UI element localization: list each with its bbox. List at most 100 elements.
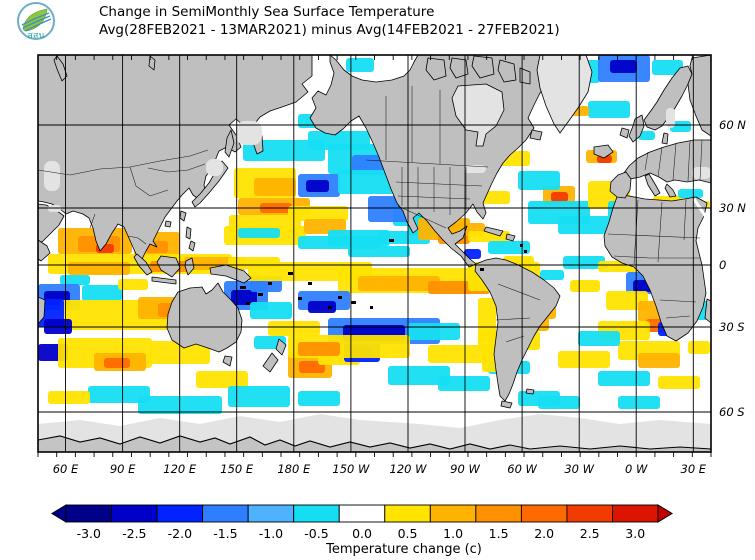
longitude-label: 90 E: [110, 462, 136, 476]
newfoundland: [529, 129, 543, 141]
anomaly-cell: [231, 290, 257, 305]
map-title: Change in SemiMonthly Sea Surface Temper…: [99, 4, 435, 20]
small-islands-layer: [240, 239, 527, 309]
arctic-island-4: [497, 59, 517, 83]
anomaly-cell: [104, 358, 130, 368]
arctic-island-2: [449, 57, 469, 79]
longitude-label: 150 E: [220, 462, 254, 476]
sea-of-okhotsk-ice: [236, 121, 262, 145]
borneo: [156, 255, 181, 278]
colorbar-caption: Temperature change (c): [325, 542, 482, 557]
anomaly-cell: [538, 396, 580, 409]
anomaly-cell: [551, 192, 568, 202]
sakhalin: [224, 129, 235, 158]
great-lakes: [464, 165, 486, 173]
colorbar-segment: [520, 504, 568, 523]
anomaly-cell: [60, 275, 90, 285]
anomaly-cell: [558, 351, 610, 368]
anomaly-cell: [428, 345, 490, 363]
graticule: [38, 55, 711, 452]
island-speck: [351, 301, 356, 304]
anomaly-cell: [88, 386, 150, 403]
logo-leaf-icon: [21, 8, 52, 32]
island-speck: [288, 272, 293, 275]
anomaly-cell: [688, 341, 710, 354]
anomaly-cell: [118, 279, 148, 290]
colorbar-labels: -3.0 -2.5 -2.0 -1.5 -1.0 -0.5 0.0 0.5 1.0 1.5 2.0 2…: [77, 526, 646, 541]
iceland: [593, 144, 614, 159]
madagascar-west: [38, 296, 46, 325]
colorbar-segment: [293, 504, 340, 523]
colorbar-value: -1.0: [259, 526, 283, 541]
colorbar-segment: [156, 504, 204, 523]
island-speck: [370, 306, 373, 309]
anomaly-cell: [488, 241, 530, 254]
colorbar-left-arrow: [51, 504, 67, 523]
anomaly-cell: [298, 391, 340, 406]
anomaly-cell: [588, 101, 630, 118]
colorbar-right-arrow: [657, 504, 673, 523]
sumatra: [133, 253, 153, 276]
latitude-label: 60 S: [719, 405, 745, 419]
anomaly-cell: [298, 342, 340, 356]
land-layer: [38, 55, 711, 452]
anomaly-cell: [563, 256, 605, 269]
anomaly-cell: [44, 319, 72, 334]
denmark: [661, 132, 669, 145]
anomaly-cell: [298, 236, 380, 249]
colorbar-value: 0.0: [352, 526, 372, 541]
anomaly-cell: [408, 323, 460, 340]
anomaly-cell: [570, 280, 600, 292]
island-speck: [520, 244, 523, 247]
scandinavia: [643, 65, 693, 131]
anomaly-cell: [638, 353, 680, 368]
island-speck: [328, 306, 332, 309]
island-speck: [258, 293, 263, 296]
anomaly-cell: [638, 131, 655, 140]
colorbar-value: 1.5: [489, 526, 509, 541]
colorbar-value: 0.5: [398, 526, 418, 541]
tierra-del-fuego: [500, 400, 513, 409]
madagascar-east: [704, 298, 711, 324]
novaya-zemlya: [53, 55, 68, 82]
anomaly-cell: [228, 386, 290, 407]
australia: [166, 282, 243, 353]
latitude-label: 30 S: [719, 320, 745, 334]
anomaly-cell: [558, 216, 610, 234]
anomaly-cell: [243, 140, 325, 161]
longitude-label: 180 E: [277, 462, 311, 476]
longitude-label: 30 E: [681, 462, 707, 476]
island-speck: [338, 296, 342, 299]
anomaly-cell: [540, 270, 564, 280]
anomaly-cell: [670, 121, 691, 132]
continent-africa: [603, 193, 708, 342]
cuba: [483, 226, 504, 237]
colorbar-segment: [612, 504, 659, 523]
map-subtitle: Avg(28FEB2021 - 13MAR2021) minus Avg(14F…: [99, 22, 560, 38]
anomaly-cell: [606, 291, 648, 310]
anomaly-cell: [254, 178, 296, 196]
colorbar-segment: [384, 504, 431, 523]
anomaly-cell: [518, 171, 560, 190]
latitude-label: 30 N: [719, 201, 746, 215]
anomaly-cell: [288, 206, 348, 221]
philippines-south: [188, 240, 196, 252]
axis-labels: 60 N 30 N 0 30 S 60 S 60 E 90 E 120 E 150 E 180 E…: [53, 118, 747, 476]
anomaly-cell: [464, 249, 481, 259]
longitude-label: 0 W: [625, 462, 648, 476]
colorbar-segments: [51, 504, 673, 523]
tasmania: [222, 355, 233, 367]
colorbar-segment: [65, 504, 112, 523]
persian-gulf: [48, 205, 61, 212]
ireland: [619, 127, 630, 139]
colorbar-value: 2.5: [580, 526, 600, 541]
anomaly-cell: [306, 180, 329, 192]
logo-text: สสน: [27, 31, 44, 41]
anomaly-cell: [358, 276, 440, 291]
longitude-label: 60 W: [507, 462, 537, 476]
black-sea: [692, 167, 711, 179]
greenland: [536, 55, 593, 134]
colorbar-value: 3.0: [625, 526, 645, 541]
anomaly-cell: [658, 376, 700, 389]
anomaly-cell: [308, 301, 336, 313]
